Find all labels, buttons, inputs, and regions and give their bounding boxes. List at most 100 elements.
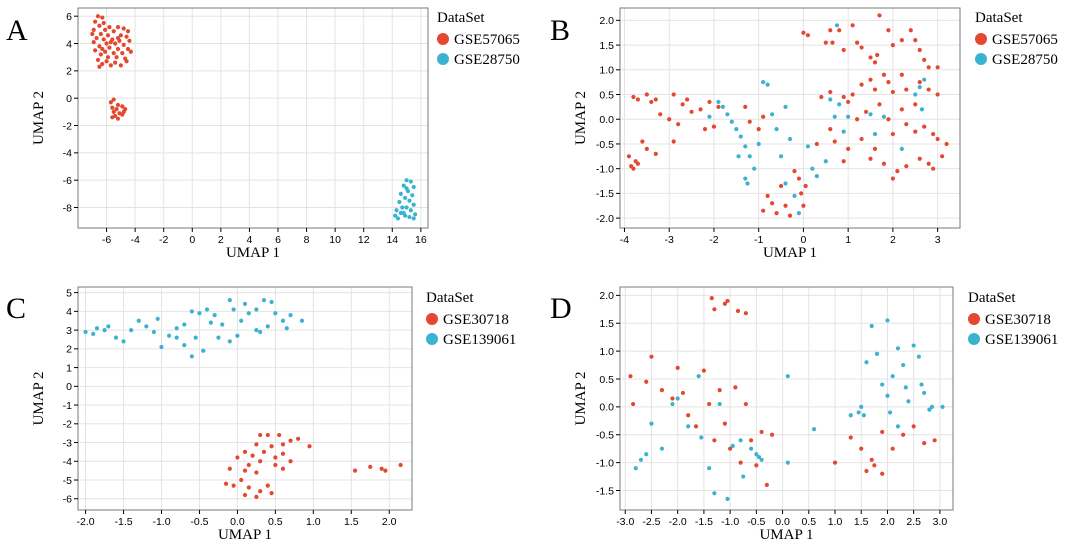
data-point	[696, 374, 701, 379]
y-axis-label: UMAP 2	[573, 91, 589, 145]
data-point	[94, 35, 99, 41]
x-tick-label: -4	[130, 234, 139, 246]
data-point	[917, 80, 922, 85]
data-point	[299, 318, 305, 323]
data-point	[227, 466, 232, 471]
data-point	[911, 424, 916, 429]
data-point	[104, 59, 109, 64]
data-point	[846, 146, 851, 151]
data-point	[114, 107, 119, 112]
data-point	[189, 309, 194, 314]
data-point	[644, 92, 649, 97]
data-point	[832, 139, 837, 144]
data-point	[725, 112, 730, 117]
data-point	[747, 119, 752, 124]
data-point	[136, 318, 141, 323]
data-point	[411, 184, 416, 190]
data-point	[856, 410, 861, 415]
data-point	[880, 471, 885, 476]
data-point	[407, 214, 412, 220]
data-point	[890, 89, 895, 95]
data-point	[895, 169, 900, 174]
data-point	[151, 329, 157, 335]
data-point	[872, 463, 877, 468]
data-point	[722, 301, 727, 306]
data-point	[246, 311, 251, 316]
x-tick-label: 1.5	[344, 516, 359, 528]
y-tick-label: -1.5	[596, 188, 614, 200]
data-point	[269, 491, 274, 496]
data-point	[759, 429, 764, 435]
data-point	[113, 60, 118, 65]
legend-title: DataSet	[437, 10, 485, 26]
data-point	[107, 45, 112, 50]
legend-swatch	[426, 313, 438, 325]
data-point	[769, 432, 775, 437]
data-point	[841, 129, 846, 134]
x-tick-label: 2	[218, 234, 224, 246]
data-point	[680, 102, 685, 107]
data-point	[242, 468, 248, 473]
data-point	[670, 401, 675, 407]
data-point	[685, 97, 690, 102]
legend-entry: GSE30718	[443, 312, 509, 328]
data-point	[239, 318, 244, 323]
data-point	[940, 404, 945, 409]
data-point	[756, 127, 761, 132]
data-point	[783, 104, 788, 109]
data-point	[859, 45, 864, 50]
data-point	[111, 50, 116, 56]
data-point	[254, 307, 259, 312]
data-point	[899, 72, 904, 77]
data-point	[895, 346, 901, 351]
data-point	[712, 438, 717, 443]
y-axis-label: UMAP 2	[31, 371, 47, 425]
data-point	[885, 318, 890, 323]
data-point	[698, 107, 703, 112]
data-point	[926, 161, 931, 166]
data-point	[890, 374, 895, 379]
data-point	[940, 154, 945, 159]
y-tick-label: 0.5	[599, 89, 614, 101]
data-point	[101, 20, 106, 26]
data-point	[913, 38, 918, 43]
data-point	[868, 55, 873, 60]
data-point	[725, 496, 730, 501]
data-point	[711, 124, 717, 129]
data-point	[716, 104, 721, 109]
plot-frame	[619, 286, 954, 511]
data-point	[754, 463, 759, 468]
data-point	[823, 159, 828, 164]
data-point	[935, 136, 940, 142]
data-point	[735, 308, 741, 314]
data-point	[401, 210, 406, 216]
data-point	[398, 462, 403, 468]
data-point	[828, 28, 833, 33]
data-point	[103, 49, 108, 54]
legend-swatch	[426, 333, 438, 345]
data-point	[208, 320, 213, 325]
x-tick-label: 0	[189, 234, 195, 246]
data-point	[110, 115, 115, 120]
data-point	[633, 466, 638, 471]
data-point	[197, 311, 202, 316]
x-axis-label: UMAP 1	[218, 527, 272, 541]
data-point	[155, 316, 160, 321]
data-point	[904, 87, 909, 92]
data-point	[242, 449, 248, 455]
data-point	[108, 63, 113, 68]
data-point	[783, 181, 788, 186]
data-point	[686, 424, 691, 429]
data-point	[707, 114, 712, 119]
data-point	[814, 141, 819, 147]
data-point	[231, 307, 236, 312]
series-gse28750	[707, 23, 927, 216]
data-point	[761, 114, 766, 119]
data-point	[922, 124, 927, 129]
panel-d: D -3.0 -2.5 -2.0 -1.5 -1.0 -0.5 0.0 0.5 1.0 1.5 2.0…	[550, 286, 1058, 541]
panel-b: B -4 -3 -2 -1 0 1 2 3 -2.0 -1.5 -1.0 -0.5 0.0 0.5 1.0 1.…	[550, 7, 1058, 261]
data-point	[631, 94, 636, 100]
data-point	[887, 410, 893, 415]
